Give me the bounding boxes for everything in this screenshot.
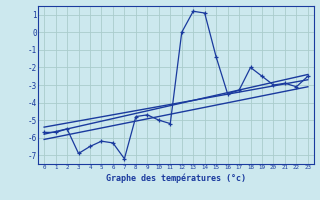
X-axis label: Graphe des températures (°c): Graphe des températures (°c) bbox=[106, 173, 246, 183]
